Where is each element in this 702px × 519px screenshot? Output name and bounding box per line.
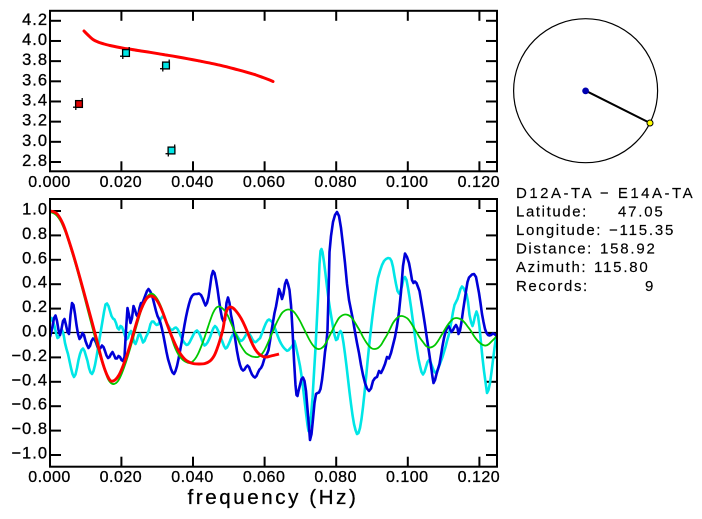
svg-text:4.0: 4.0 — [22, 31, 48, 49]
svg-text:0.100: 0.100 — [386, 469, 429, 486]
svg-text:0.000: 0.000 — [28, 174, 71, 191]
svg-text:2.8: 2.8 — [22, 152, 48, 170]
svg-text:0.4: 0.4 — [22, 274, 48, 292]
svg-text:0.040: 0.040 — [171, 174, 214, 191]
svg-text:Azimuth:: Azimuth: — [516, 259, 587, 276]
svg-text:3.6: 3.6 — [22, 71, 48, 89]
svg-text:0.060: 0.060 — [243, 469, 286, 486]
svg-text:−1.0: −1.0 — [11, 445, 48, 463]
svg-text:3.0: 3.0 — [22, 132, 48, 150]
svg-text:Records:: Records: — [516, 278, 589, 295]
svg-text:0.040: 0.040 — [171, 469, 214, 486]
svg-text:1.0: 1.0 — [22, 201, 48, 219]
svg-text:9: 9 — [645, 278, 655, 295]
svg-text:3.8: 3.8 — [22, 51, 48, 69]
svg-text:0.120: 0.120 — [458, 174, 501, 191]
svg-text:3.4: 3.4 — [22, 92, 48, 110]
svg-text:Latitude:: Latitude: — [516, 203, 588, 220]
svg-text:−0.6: −0.6 — [11, 396, 48, 414]
svg-text:3.2: 3.2 — [22, 112, 48, 130]
svg-text:−115.35: −115.35 — [609, 222, 675, 239]
svg-text:frequency (Hz): frequency (Hz) — [188, 486, 359, 509]
svg-text:0.100: 0.100 — [386, 174, 429, 191]
svg-text:158.92: 158.92 — [600, 241, 657, 258]
svg-text:0.120: 0.120 — [458, 469, 501, 486]
svg-text:−0.8: −0.8 — [11, 420, 48, 438]
svg-text:0.080: 0.080 — [314, 174, 357, 191]
svg-text:0.020: 0.020 — [100, 174, 143, 191]
svg-text:Distance:: Distance: — [516, 241, 593, 258]
svg-text:0.060: 0.060 — [243, 174, 286, 191]
svg-text:0.0: 0.0 — [22, 323, 48, 341]
svg-text:D12A-TA − E14A-TA: D12A-TA − E14A-TA — [516, 185, 695, 202]
svg-text:0.020: 0.020 — [100, 469, 143, 486]
svg-text:47.05: 47.05 — [618, 203, 665, 220]
svg-text:0.6: 0.6 — [22, 249, 48, 267]
svg-text:0.000: 0.000 — [28, 469, 71, 486]
svg-text:0.080: 0.080 — [314, 469, 357, 486]
svg-text:4.2: 4.2 — [22, 11, 48, 29]
svg-text:−0.2: −0.2 — [11, 347, 48, 365]
svg-text:Longitude:: Longitude: — [516, 222, 602, 239]
svg-text:0.2: 0.2 — [22, 298, 48, 316]
svg-text:115.80: 115.80 — [594, 259, 650, 276]
svg-text:−0.4: −0.4 — [11, 371, 48, 389]
svg-text:0.8: 0.8 — [22, 225, 48, 243]
